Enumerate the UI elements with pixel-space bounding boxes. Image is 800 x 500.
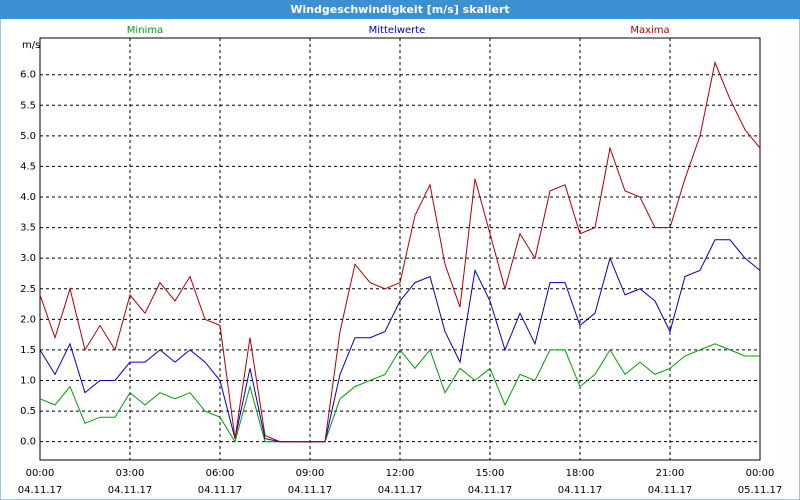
x-tick-date: 04.11.17 (108, 485, 153, 496)
x-tick-label: 21:00 (656, 468, 685, 479)
x-tick-date: 04.11.17 (468, 485, 513, 496)
x-tick-date: 04.11.17 (18, 485, 63, 496)
series-line (39, 239, 761, 443)
legend-entry: Minima (127, 25, 163, 36)
y-tick-label: 0.0 (20, 437, 36, 448)
y-tick-label: 3.0 (20, 253, 36, 264)
y-tick-label: 1.0 (20, 375, 36, 386)
y-tick-label: 0.5 (20, 406, 36, 417)
y-tick-label: 6.0 (20, 70, 36, 81)
x-tick-date: 05.11.17 (738, 485, 783, 496)
x-tick-label: 12:00 (386, 468, 415, 479)
legend-entry: Maxima (630, 25, 669, 36)
x-tick-label: 06:00 (206, 468, 235, 479)
series-line (39, 343, 760, 443)
y-tick-label: 2.5 (20, 284, 36, 295)
x-tick-date: 04.11.17 (648, 485, 693, 496)
x-tick-label: 15:00 (476, 468, 505, 479)
x-tick-label: 18:00 (566, 468, 595, 479)
x-tick-date: 04.11.17 (378, 485, 423, 496)
y-tick-label: 5.5 (20, 100, 36, 111)
chart-title: Windgeschwindigkeit [m/s] skaliert (290, 3, 509, 16)
series-line (39, 60, 761, 443)
x-tick-label: 00:00 (26, 468, 55, 479)
x-tick-label: 03:00 (116, 468, 145, 479)
y-axis-label: m/s (22, 40, 40, 51)
y-tick-label: 4.5 (20, 161, 36, 172)
y-tick-label: 3.5 (20, 223, 36, 234)
y-tick-label: 5.0 (20, 131, 36, 142)
legend-entry: Mittelwerte (369, 25, 426, 36)
title-bar (0, 0, 800, 19)
x-tick-date: 04.11.17 (288, 485, 333, 496)
y-tick-label: 2.0 (20, 314, 36, 325)
y-tick-label: 1.5 (20, 345, 36, 356)
x-tick-date: 04.11.17 (558, 485, 603, 496)
x-tick-date: 04.11.17 (198, 485, 243, 496)
y-tick-label: 4.0 (20, 192, 36, 203)
x-tick-label: 00:00 (746, 468, 775, 479)
x-tick-label: 09:00 (296, 468, 325, 479)
